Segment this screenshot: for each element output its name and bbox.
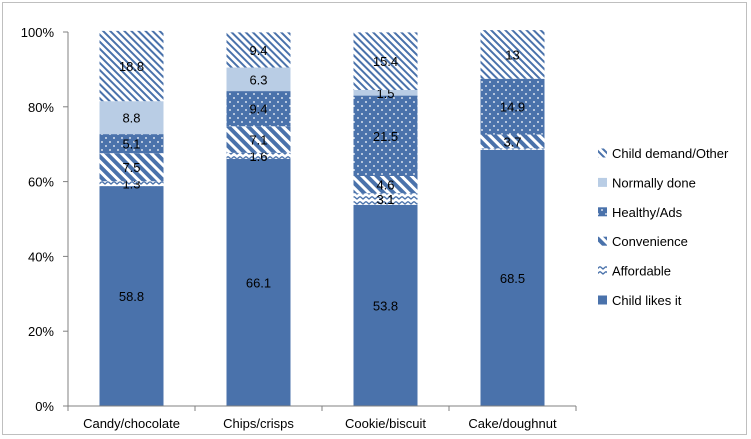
bar-segment-1-5	[99, 101, 164, 135]
legend-swatch-6	[598, 295, 607, 305]
data-label-4-1: 68.5	[500, 271, 525, 286]
data-label-3-2: 3.1	[376, 192, 394, 207]
data-label-1-6: 18.8	[119, 59, 144, 74]
data-label-3-6: 15.4	[373, 54, 398, 69]
legend-swatch-3	[598, 207, 607, 217]
legend-label-3: Healthy/Ads	[612, 205, 683, 220]
x-tick-label-4: Cake/doughnut	[468, 416, 557, 431]
data-label-1-1: 58.8	[119, 289, 144, 304]
bar-segment-2-5	[226, 67, 291, 92]
data-label-2-5: 6.3	[249, 72, 267, 87]
data-label-2-3: 7.1	[249, 133, 267, 148]
bar-segment-2-4	[226, 91, 291, 127]
bars-layer: 58.81.37.55.18.818.866.11.67.19.46.39.45…	[99, 30, 545, 406]
axes-layer: 0% 20% 40% 60% 80% 100% Candy/chocolate Chips/c…	[21, 25, 577, 431]
bar-segment-1-4	[99, 134, 164, 154]
bar-segment-4-1	[480, 149, 545, 406]
legend-label-6: Child likes it	[612, 293, 682, 308]
legend-label-4: Convenience	[612, 234, 688, 249]
x-tick-label-2: Chips/crisps	[223, 416, 294, 431]
y-tick-label-5: 80%	[28, 100, 54, 115]
legend-label-2: Normally done	[612, 175, 696, 190]
bar-segment-2-3	[226, 126, 291, 153]
data-label-3-1: 53.8	[373, 298, 398, 313]
x-tick-label-1: Candy/chocolate	[83, 416, 180, 431]
bar-segment-4-4	[480, 78, 545, 135]
y-tick-label-2: 20%	[28, 324, 54, 339]
x-tick-label-3: Cookie/biscuit	[345, 416, 426, 431]
bar-segment-3-6	[353, 32, 418, 90]
bar-segment-3-4	[353, 95, 418, 176]
y-tick-label-4: 60%	[28, 175, 54, 190]
bar-segment-4-6	[480, 30, 545, 79]
legend-swatch-1	[598, 148, 607, 158]
data-label-4-3: 3.7	[503, 134, 521, 149]
bar-segment-2-2	[226, 152, 291, 159]
data-label-3-4: 21.5	[373, 129, 398, 144]
legend-swatch-4	[598, 236, 607, 246]
data-label-4-4: 14.9	[500, 100, 525, 115]
legend-swatch-5	[598, 266, 607, 276]
data-label-1-3: 7.5	[122, 160, 140, 175]
bar-segment-1-2	[99, 181, 164, 187]
bar-segment-1-1	[99, 186, 164, 406]
bar-segment-4-2	[480, 148, 545, 150]
bar-segment-2-1	[226, 158, 291, 406]
bar-segment-3-1	[353, 204, 418, 406]
legend-label-1: Child demand/Other	[612, 146, 729, 161]
data-label-1-4: 5.1	[122, 137, 140, 152]
legend-label-5: Affordable	[612, 264, 671, 279]
bar-segment-1-3	[99, 153, 164, 182]
legend: Child demand/Other Normally done Healthy/A…	[598, 146, 729, 308]
bar-segment-3-5	[353, 89, 418, 96]
legend-swatch-2	[598, 177, 607, 187]
data-label-2-1: 66.1	[246, 275, 271, 290]
bar-segment-2-6	[226, 32, 291, 68]
bar-segment-3-3	[353, 175, 418, 194]
data-label-2-4: 9.4	[249, 102, 267, 117]
y-tick-label-1: 0%	[35, 399, 54, 414]
data-label-1-5: 8.8	[122, 111, 140, 126]
bar-segment-1-6	[99, 30, 164, 102]
data-label-4-6: 13	[505, 47, 519, 62]
y-tick-label-3: 40%	[28, 249, 54, 264]
data-label-3-3: 4.6	[376, 178, 394, 193]
bar-segment-4-3	[480, 134, 545, 149]
data-label-2-6: 9.4	[249, 43, 267, 58]
y-tick-label-6: 100%	[21, 25, 55, 40]
bar-segment-3-2	[353, 193, 418, 205]
